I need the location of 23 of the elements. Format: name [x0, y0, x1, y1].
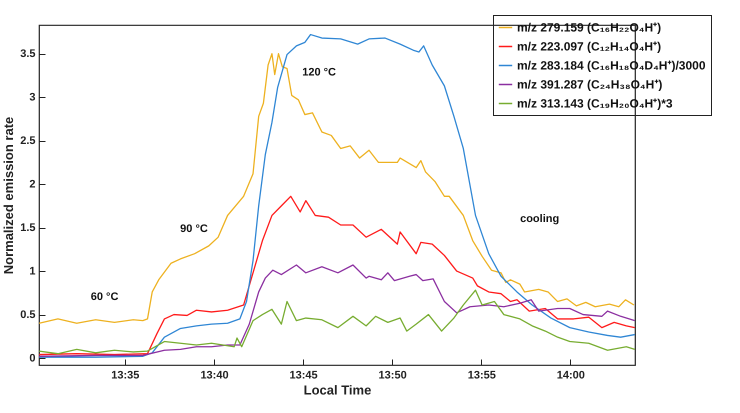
x-tick-label: 13:35 — [111, 370, 140, 382]
x-axis-title: Local Time — [304, 382, 372, 398]
line-series — [39, 196, 635, 356]
x-tick-label: 13:45 — [289, 370, 318, 382]
x-tick-label: 14:00 — [556, 370, 585, 382]
annotation: 60 °C — [90, 291, 118, 303]
x-tick-label: 13:50 — [378, 370, 407, 382]
y-axis-title: Normalized emission rate — [1, 116, 16, 274]
y-tick-label: 2 — [29, 178, 36, 191]
x-tick-label: 13:55 — [468, 370, 496, 382]
annotation: 120 °C — [302, 66, 336, 79]
line-series — [39, 290, 635, 354]
y-tick-label: 0 — [29, 352, 36, 365]
line-series — [39, 264, 635, 357]
x-tick-label: 13:40 — [200, 370, 229, 382]
y-tick-label: 3.5 — [20, 48, 36, 60]
annotation: 90 °C — [180, 223, 208, 235]
y-tick-label: 2.5 — [20, 135, 36, 148]
y-tick-label: 1 — [29, 266, 36, 278]
annotation: cooling — [520, 212, 560, 225]
y-tick-label: 0.5 — [20, 309, 36, 322]
y-tick-label: 1.5 — [20, 222, 36, 234]
y-tick-label: 3 — [29, 92, 36, 104]
